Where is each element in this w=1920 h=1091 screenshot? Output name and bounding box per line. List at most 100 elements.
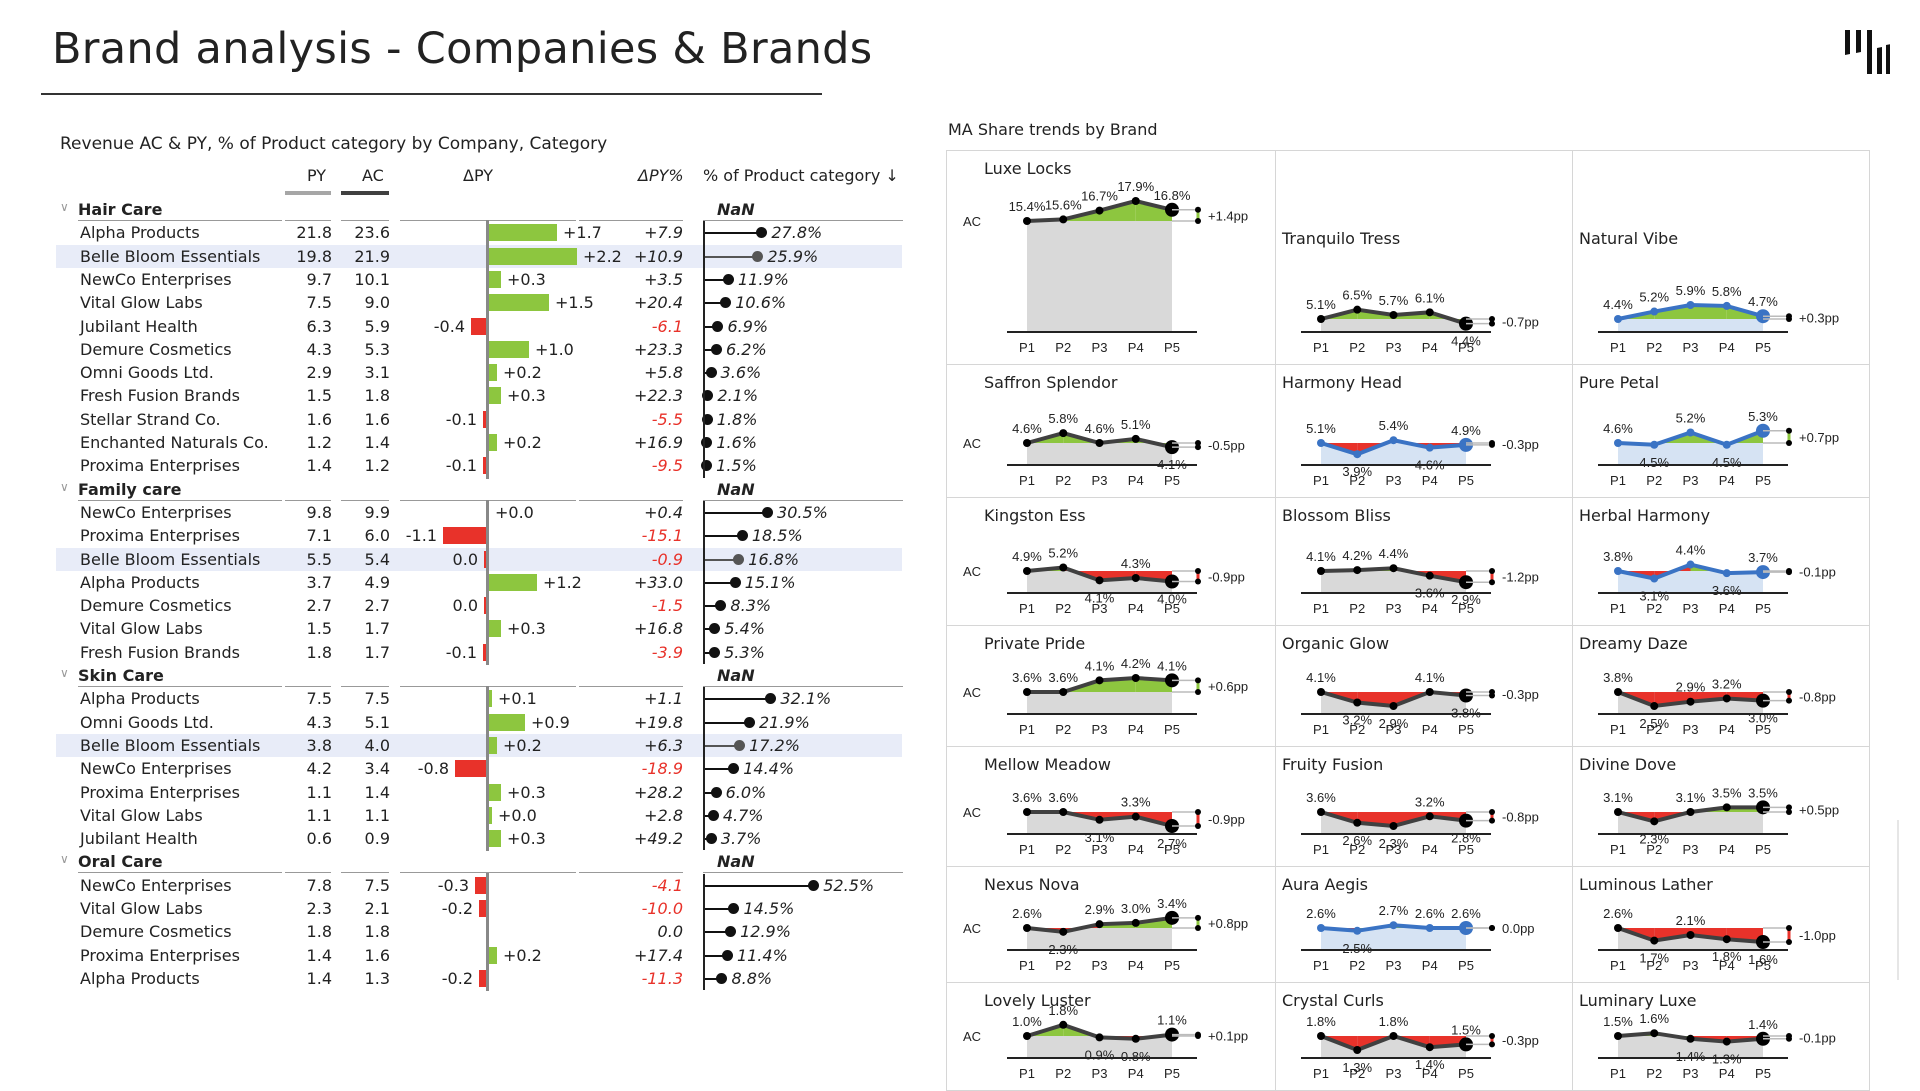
table-row[interactable]: Alpha Products 1.4 1.3 -0.2 -11.3 8.8% bbox=[56, 967, 902, 990]
table-row[interactable]: Alpha Products 21.8 23.6 +1.7 +7.9 27.8% bbox=[56, 221, 902, 244]
brand-trend-tile[interactable]: Dreamy Daze 3.8% P1 2.5% P2 2.9% P3 3.2% P4 3.0% P… bbox=[1572, 625, 1870, 747]
share-axis bbox=[703, 873, 705, 991]
py-value: 1.5 bbox=[306, 619, 332, 639]
brand-trend-tile[interactable]: Kingston Ess 4.9% P1 5.2% P2 4.1% P3 4.3% P4 4.0%… bbox=[946, 497, 1276, 626]
table-row[interactable]: NewCo Enterprises 9.8 9.9 +0.0 +0.4 30.5% bbox=[56, 501, 902, 524]
table-row[interactable]: NewCo Enterprises 9.7 10.1 +0.3 +3.5 11.9% bbox=[56, 268, 902, 291]
svg-text:P1: P1 bbox=[1610, 722, 1626, 737]
table-row[interactable]: Vital Glow Labs 2.3 2.1 -0.2 -10.0 14.5% bbox=[56, 897, 902, 920]
group-header-row[interactable]: ∨ Hair Care NaN bbox=[56, 198, 903, 221]
brand-trend-tile[interactable]: Lovely Luster 1.0% P1 1.8% P2 0.9% P3 0.8% P4 1.1… bbox=[946, 982, 1276, 1091]
table-row[interactable]: Fresh Fusion Brands 1.5 1.8 +0.3 +22.3 2.1% bbox=[56, 384, 902, 407]
table-row[interactable]: Proxima Enterprises 1.4 1.6 +0.2 +17.4 11.4% bbox=[56, 944, 902, 967]
table-row[interactable]: Proxima Enterprises 1.4 1.2 -0.1 -9.5 1.5% bbox=[56, 454, 902, 477]
table-row[interactable]: Demure Cosmetics 4.3 5.3 +1.0 +23.3 6.2% bbox=[56, 338, 902, 361]
table-row[interactable]: Demure Cosmetics 1.8 1.8 0.0 12.9% bbox=[56, 920, 902, 943]
brand-trend-tile[interactable]: Pure Petal 4.6% P1 4.5% P2 5.2% P3 4.5% P4 5.3% P5… bbox=[1572, 364, 1870, 498]
brand-trend-tile[interactable]: Luxe Locks 15.4% P1 15.6% P2 16.7% P3 17.9% P4 16… bbox=[946, 150, 1276, 365]
brand-trend-tile[interactable]: Luminous Lather 2.6% P1 1.7% P2 2.1% P3 1.8% P4 1… bbox=[1572, 866, 1870, 983]
share-stem bbox=[703, 908, 734, 910]
table-row[interactable]: Alpha Products 3.7 4.9 +1.2 +33.0 15.1% bbox=[56, 571, 902, 594]
delta-py-pct: -4.1 bbox=[651, 875, 683, 895]
table-row[interactable]: Stellar Strand Co. 1.6 1.6 -0.1 -5.5 1.8% bbox=[56, 408, 902, 431]
svg-text:4.1%: 4.1% bbox=[1085, 590, 1115, 605]
brand-name: Aura Aegis bbox=[1282, 875, 1368, 894]
delta-py-pct: -3.9 bbox=[651, 642, 683, 662]
svg-text:P4: P4 bbox=[1422, 601, 1438, 616]
positive-delta-bar bbox=[489, 270, 501, 288]
table-row[interactable]: Belle Bloom Essentials 3.8 4.0 +0.2 +6.3 17.2… bbox=[56, 733, 902, 757]
table-row[interactable]: Fresh Fusion Brands 1.8 1.7 -0.1 -3.9 5.3% bbox=[56, 641, 902, 664]
svg-text:P5: P5 bbox=[1458, 842, 1474, 857]
chevron-down-icon[interactable]: ∨ bbox=[60, 200, 69, 214]
positive-delta-bar bbox=[489, 620, 501, 638]
table-row[interactable]: Demure Cosmetics 2.7 2.7 0.0 -1.5 8.3% bbox=[56, 594, 902, 617]
group-share-total: NaN bbox=[717, 479, 755, 499]
svg-text:16.7%: 16.7% bbox=[1081, 189, 1118, 204]
svg-text:P3: P3 bbox=[1683, 722, 1699, 737]
table-row[interactable]: Proxima Enterprises 1.1 1.4 +0.3 +28.2 6.0% bbox=[56, 781, 902, 804]
brand-trend-tile[interactable]: Aura Aegis 2.6% P1 2.5% P2 2.7% P3 2.6% P4 2.6% P5… bbox=[1275, 866, 1573, 983]
delta-py-pct: -5.5 bbox=[651, 409, 683, 429]
brand-trend-tile[interactable]: Tranquilo Tress 5.1% P1 6.5% P2 5.7% P3 6.1% P4 4… bbox=[1275, 150, 1573, 365]
share-value: 1.6% bbox=[716, 433, 758, 452]
negative-delta-bar bbox=[443, 527, 487, 545]
brand-trend-tile[interactable]: Natural Vibe 4.4% P1 5.2% P2 5.9% P3 5.8% P4 4.7%… bbox=[1572, 150, 1870, 365]
table-row[interactable]: Jubilant Health 6.3 5.9 -0.4 -6.1 6.9% bbox=[56, 315, 902, 338]
brand-trend-tile[interactable]: Blossom Bliss 4.1% P1 4.2% P2 4.4% P3 3.6% P4 2.9… bbox=[1275, 497, 1573, 626]
svg-text:1.8%: 1.8% bbox=[1048, 1003, 1078, 1018]
table-row[interactable]: Belle Bloom Essentials 5.5 5.4 0.0 -0.9 16.8% bbox=[56, 547, 902, 571]
table-row[interactable]: NewCo Enterprises 7.8 7.5 -0.3 -4.1 52.5% bbox=[56, 874, 902, 897]
table-row[interactable]: NewCo Enterprises 4.2 3.4 -0.8 -18.9 14.4% bbox=[56, 757, 902, 780]
group-header-row[interactable]: ∨ Family care NaN bbox=[56, 478, 903, 501]
table-row[interactable]: Alpha Products 7.5 7.5 +0.1 +1.1 32.1% bbox=[56, 687, 902, 710]
header-ac[interactable]: AC bbox=[362, 166, 384, 185]
svg-text:3.6%: 3.6% bbox=[1306, 790, 1336, 805]
share-dot bbox=[705, 833, 717, 845]
svg-text:P1: P1 bbox=[1019, 473, 1035, 488]
table-row[interactable]: Omni Goods Ltd. 4.3 5.1 +0.9 +19.8 21.9% bbox=[56, 711, 902, 734]
svg-text:P4: P4 bbox=[1128, 842, 1144, 857]
header-delta-py-pct[interactable]: ΔPY% bbox=[638, 166, 684, 185]
header-delta-py[interactable]: ΔPY bbox=[463, 166, 494, 185]
group-header-row[interactable]: ∨ Skin Care NaN bbox=[56, 664, 903, 687]
share-value: 4.7% bbox=[722, 805, 764, 825]
brand-trend-tile[interactable]: Harmony Head 5.1% P1 3.9% P2 5.4% P3 4.6% P4 4.9%… bbox=[1275, 364, 1573, 498]
column-separator bbox=[78, 220, 282, 221]
svg-text:3.1%: 3.1% bbox=[1603, 790, 1633, 805]
table-row[interactable]: Enchanted Naturals Co. 1.2 1.4 +0.2 +16.9 1.6… bbox=[56, 431, 902, 454]
table-row[interactable]: Vital Glow Labs 7.5 9.0 +1.5 +20.4 10.6% bbox=[56, 291, 902, 314]
brand-trend-tile[interactable]: Crystal Curls 1.8% P1 1.3% P2 1.8% P3 1.4% P4 1.5… bbox=[1275, 982, 1573, 1091]
table-row[interactable]: Belle Bloom Essentials 19.8 21.9 +2.2 +10.9 2… bbox=[56, 244, 902, 268]
table-row[interactable]: Vital Glow Labs 1.1 1.1 +0.0 +2.8 4.7% bbox=[56, 804, 902, 827]
table-row[interactable]: Omni Goods Ltd. 2.9 3.1 +0.2 +5.8 3.6% bbox=[56, 361, 902, 384]
brand-trend-tile[interactable]: Divine Dove 3.1% P1 2.3% P2 3.1% P3 3.5% P4 3.5% P… bbox=[1572, 746, 1870, 867]
brand-trend-tile[interactable]: Saffron Splendor 4.6% P1 5.8% P2 4.6% P3 5.1% P4… bbox=[946, 364, 1276, 498]
header-share[interactable]: % of Product category ↓ bbox=[703, 166, 899, 185]
delta-py-pct: +1.1 bbox=[644, 689, 683, 709]
brand-trend-tile[interactable]: Nexus Nova 2.6% P1 2.3% P2 2.9% P3 3.0% P4 3.4% P5… bbox=[946, 866, 1276, 983]
brand-trend-tile[interactable]: Private Pride 3.6% P1 3.6% P2 4.1% P3 4.2% P4 4.1… bbox=[946, 625, 1276, 747]
brand-trend-tile[interactable]: Fruity Fusion 3.6% P1 2.6% P2 2.3% P3 3.2% P4 2.8… bbox=[1275, 746, 1573, 867]
chevron-down-icon[interactable]: ∨ bbox=[60, 479, 69, 494]
scrollbar[interactable] bbox=[1897, 820, 1899, 980]
chevron-down-icon[interactable]: ∨ bbox=[60, 852, 69, 867]
delta-py-label: 0.0 bbox=[452, 549, 478, 569]
trend-chart: 5.1% P1 3.9%P2 5.4% P3 4.6%P4 4.9% P5 -0.3pp bbox=[1301, 418, 1539, 488]
brand-trend-tile[interactable]: Luminary Luxe 1.5% P1 1.6% P2 1.4% P3 1.3% P4 1.4… bbox=[1572, 982, 1870, 1091]
table-row[interactable]: Vital Glow Labs 1.5 1.7 +0.3 +16.8 5.4% bbox=[56, 617, 902, 640]
group-header-row[interactable]: ∨ Oral Care NaN bbox=[56, 850, 903, 874]
table-row[interactable]: Proxima Enterprises 7.1 6.0 -1.1 -15.1 18.5% bbox=[56, 524, 902, 547]
brand-trend-tile[interactable]: Mellow Meadow 3.6% P1 3.6% P2 3.1% P3 3.3% P4 2.7… bbox=[946, 746, 1276, 867]
svg-text:3.9%: 3.9% bbox=[1342, 464, 1372, 479]
share-value: 1.8% bbox=[716, 409, 758, 429]
chevron-down-icon[interactable]: ∨ bbox=[60, 666, 69, 680]
svg-text:1.4%: 1.4% bbox=[1748, 1017, 1778, 1032]
table-row[interactable]: Jubilant Health 0.6 0.9 +0.3 +49.2 3.7% bbox=[56, 827, 902, 850]
delta-py-label: +0.3 bbox=[507, 269, 546, 289]
brand-trend-tile[interactable]: Herbal Harmony 3.8% P1 3.1% P2 4.4% P3 3.6% P4 3.… bbox=[1572, 497, 1870, 626]
svg-text:17.9%: 17.9% bbox=[1117, 179, 1154, 194]
brand-trend-tile[interactable]: Organic Glow 4.1% P1 3.2% P2 2.9% P3 4.1% P4 3.8%… bbox=[1275, 625, 1573, 747]
company-name: Proxima Enterprises bbox=[80, 945, 240, 965]
header-py[interactable]: PY bbox=[307, 166, 327, 185]
